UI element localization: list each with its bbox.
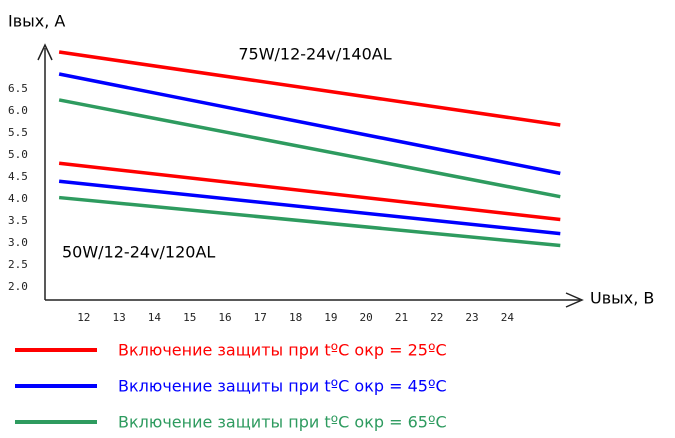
x-tick-label: 24 <box>501 311 515 324</box>
x-axis-arrow <box>565 292 584 308</box>
x-tick-label: 14 <box>148 311 162 324</box>
x-axis-label: Uвых, В <box>590 289 654 308</box>
y-tick-label: 2.5 <box>8 258 28 271</box>
x-tick-label: 19 <box>324 311 337 324</box>
legend-label: Включение защиты при tºC окр = 65ºC <box>118 413 447 432</box>
y-tick-label: 4.5 <box>8 170 28 183</box>
x-tick-label: 12 <box>77 311 90 324</box>
y-axis-label: Iвых, А <box>8 12 65 31</box>
y-tick-label: 2.0 <box>8 280 28 293</box>
series-line <box>58 72 561 176</box>
series-line <box>58 195 561 248</box>
y-tick-label: 3.0 <box>8 236 28 249</box>
group-annotation: 50W/12-24v/120AL <box>62 243 215 262</box>
y-tick-label: 6.5 <box>8 82 28 95</box>
group-annotation: 75W/12-24v/140AL <box>238 45 391 64</box>
y-tick-label: 6.0 <box>8 104 28 117</box>
series-line <box>58 179 561 236</box>
y-tick-label: 3.5 <box>8 214 28 227</box>
x-tick-label: 21 <box>395 311 408 324</box>
x-tick-label: 13 <box>112 311 125 324</box>
x-tick-label: 20 <box>360 311 373 324</box>
series-line <box>58 98 561 199</box>
x-tick-label: 15 <box>183 311 196 324</box>
legend-label: Включение защиты при tºC окр = 45ºC <box>118 377 447 396</box>
y-tick-label: 5.5 <box>8 126 28 139</box>
x-tick-label: 18 <box>289 311 302 324</box>
legend-label: Включение защиты при tºC окр = 25ºC <box>118 341 447 360</box>
series-line <box>58 161 561 222</box>
x-tick-label: 22 <box>430 311 443 324</box>
series-line <box>58 50 561 127</box>
y-tick-label: 5.0 <box>8 148 28 161</box>
x-tick-label: 16 <box>218 311 231 324</box>
y-tick-label: 4.0 <box>8 192 28 205</box>
y-axis-arrow <box>37 43 53 61</box>
x-tick-label: 17 <box>254 311 267 324</box>
x-tick-label: 23 <box>465 311 478 324</box>
